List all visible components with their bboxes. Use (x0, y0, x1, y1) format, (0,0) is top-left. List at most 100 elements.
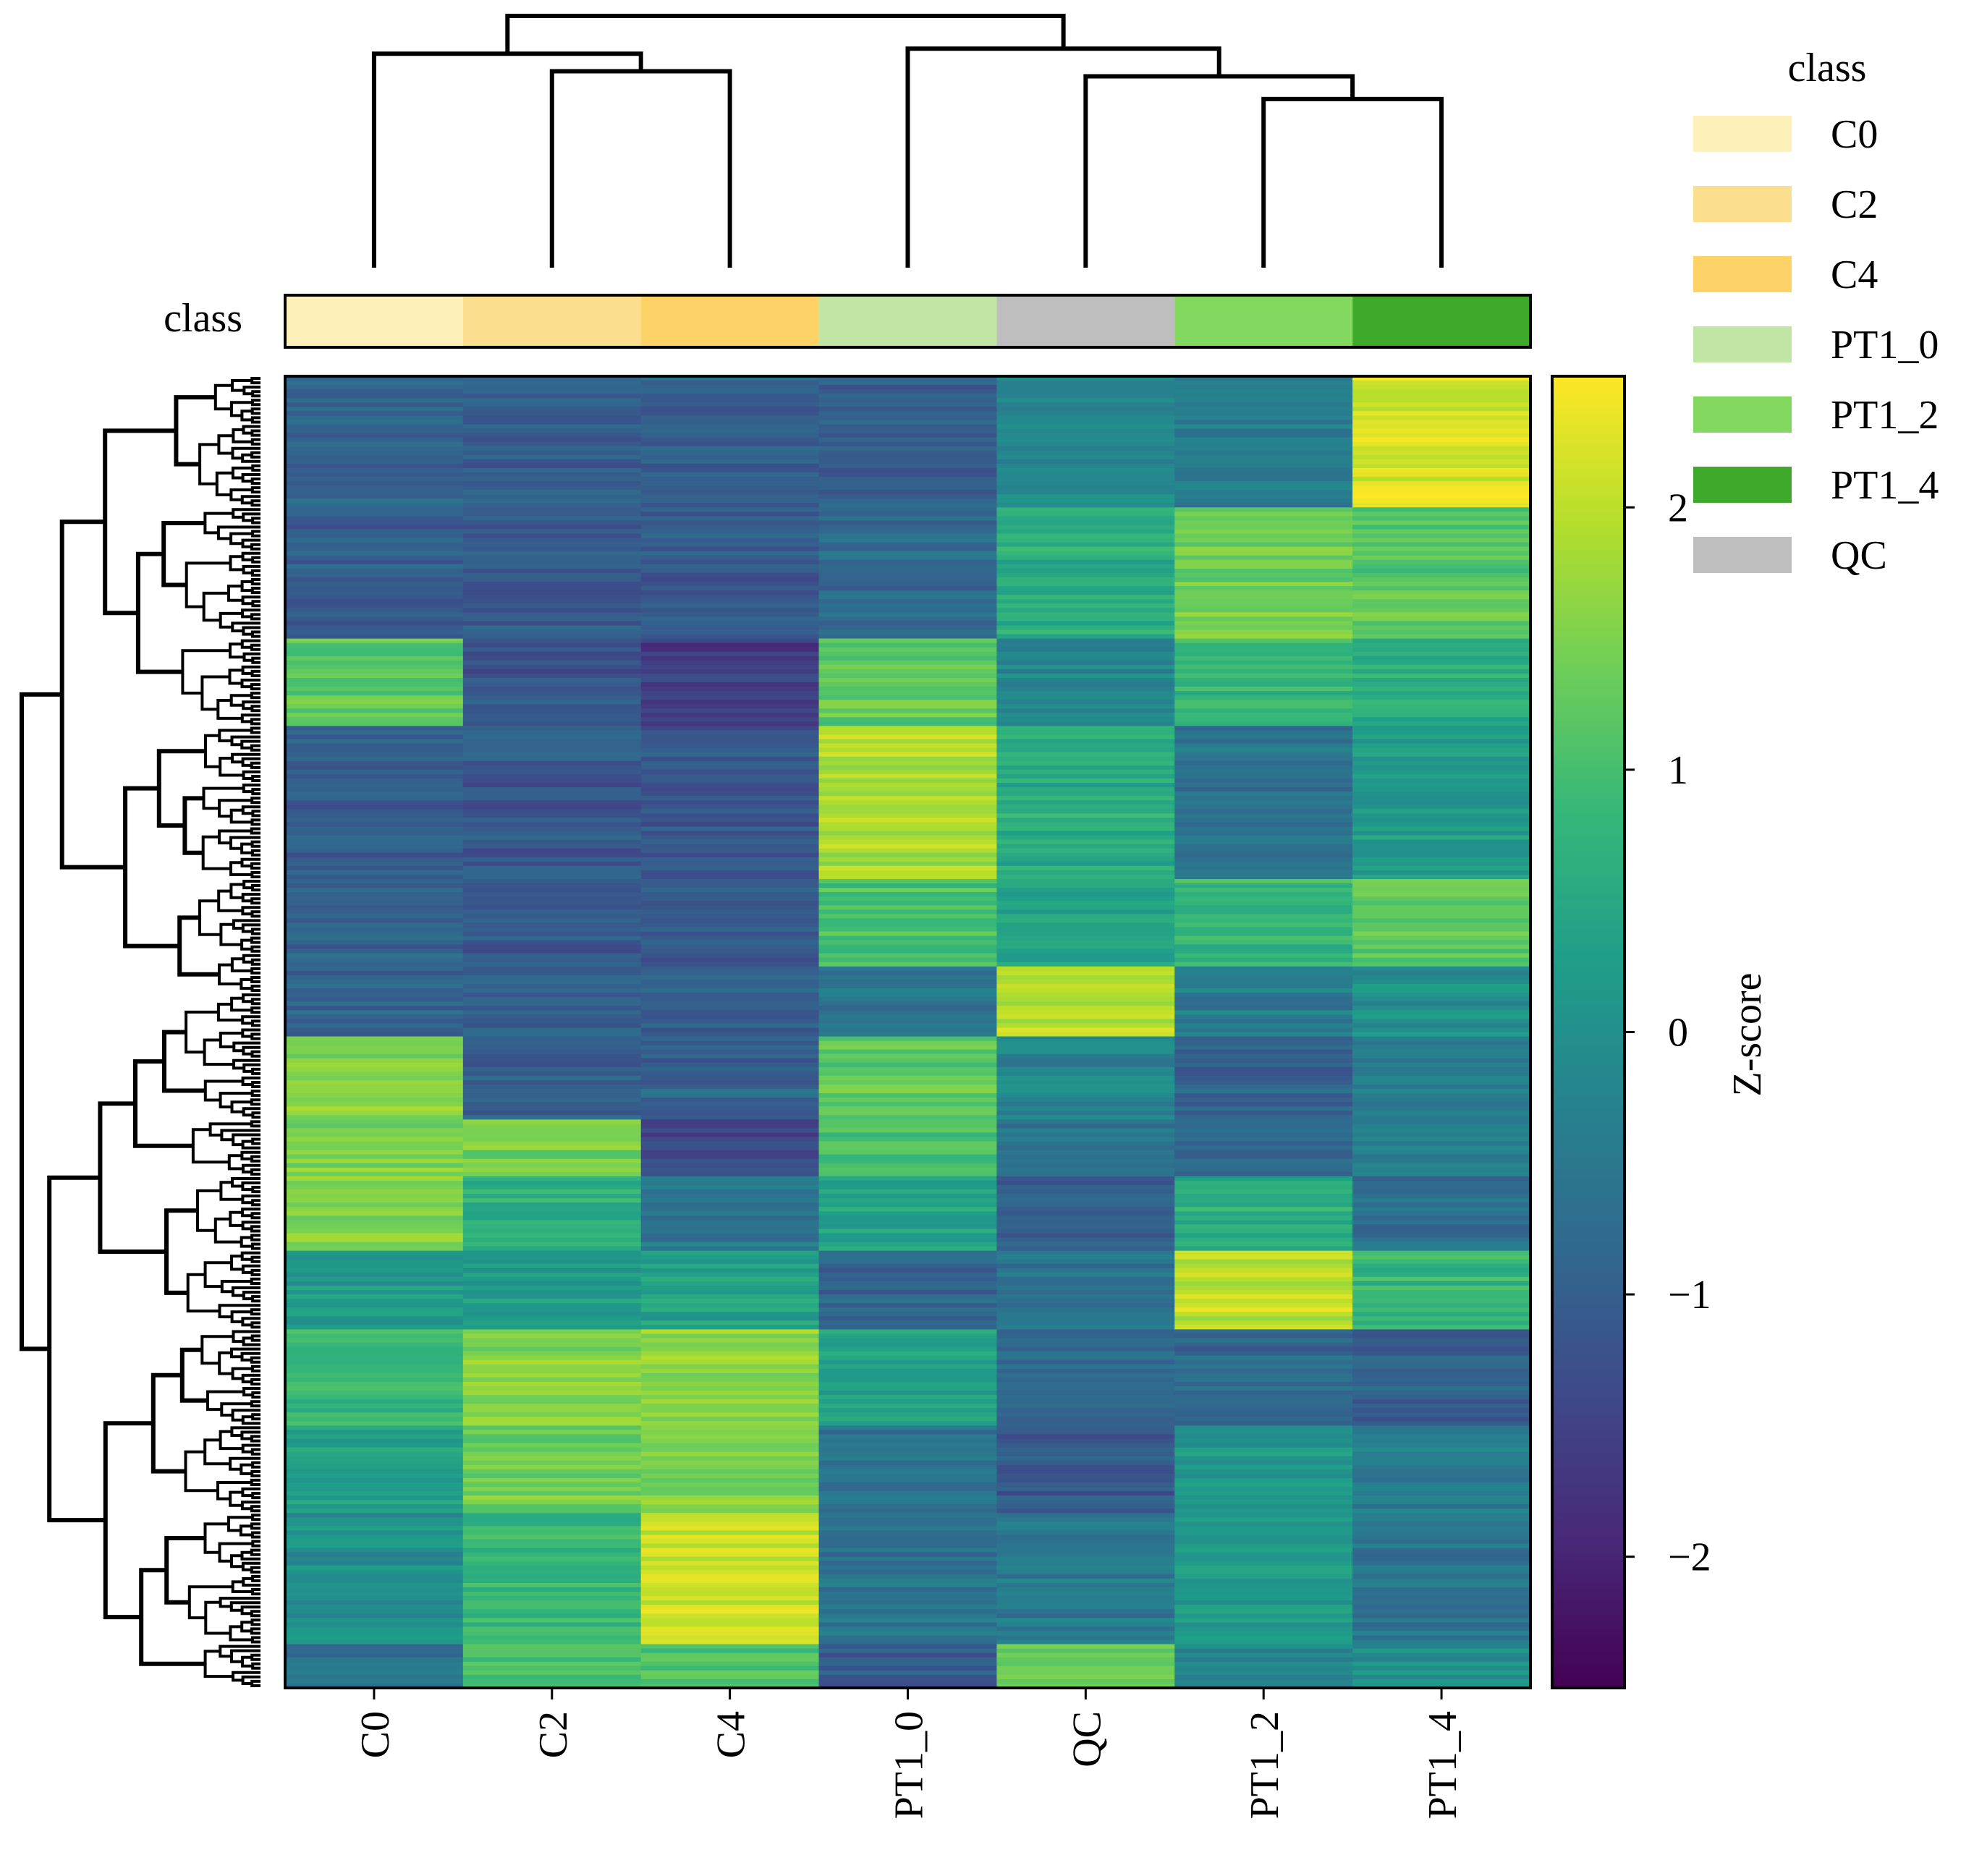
heatmap-cell (640, 1391, 820, 1396)
heatmap-cell (818, 927, 998, 933)
heatmap-cell (1352, 713, 1531, 718)
dendrogram-link (251, 1067, 260, 1075)
heatmap-cell (285, 1128, 464, 1134)
heatmap-cell (1174, 1539, 1353, 1545)
heatmap-cell (1352, 1526, 1531, 1532)
heatmap-cell (462, 1255, 642, 1260)
heatmap-cell (818, 1027, 998, 1033)
heatmap-cell (640, 1417, 820, 1422)
heatmap-cell (996, 1635, 1175, 1641)
heatmap-cell (1174, 433, 1353, 438)
heatmap-cell (996, 1652, 1175, 1658)
heatmap-cell (1174, 835, 1353, 841)
heatmap-cell (996, 1609, 1175, 1614)
heatmap-cell (818, 389, 998, 394)
heatmap-cell (996, 691, 1175, 696)
heatmap-cell (462, 673, 642, 679)
heatmap-cell (996, 1592, 1175, 1597)
heatmap-cell (818, 1128, 998, 1134)
dendrogram-link (20, 692, 62, 1351)
heatmap-cell (996, 1128, 1175, 1134)
heatmap-cell (996, 1066, 1175, 1072)
heatmap-cell (462, 1045, 642, 1051)
heatmap-cell (996, 682, 1175, 687)
heatmap-cell (640, 1119, 820, 1125)
heatmap-cell (285, 559, 464, 565)
dendrogram-link (218, 963, 242, 985)
heatmap-cell (462, 629, 642, 635)
heatmap-cell (996, 1430, 1175, 1435)
heatmap-cell (462, 1456, 642, 1461)
heatmap-cell (462, 870, 642, 875)
heatmap-cell (1352, 979, 1531, 985)
heatmap-cell (462, 1372, 642, 1378)
heatmap-cell (462, 844, 642, 849)
heatmap-cell (285, 1036, 464, 1042)
heatmap-cell (640, 1058, 820, 1064)
heatmap-cell (996, 1049, 1175, 1055)
heatmap-cell (640, 1456, 820, 1461)
dendrogram-link (196, 1189, 221, 1232)
heatmap-cell (640, 1202, 820, 1207)
heatmap-cell (818, 559, 998, 565)
heatmap-cell (1352, 1408, 1531, 1413)
heatmap-cell (1174, 1137, 1353, 1142)
dendrogram-link (250, 1255, 260, 1263)
class-bar-segment (640, 295, 819, 347)
heatmap-cell (640, 1582, 820, 1588)
heatmap-cell (462, 411, 642, 416)
heatmap-cell (462, 551, 642, 556)
heatmap-cell (818, 1477, 998, 1483)
heatmap-cell (640, 1290, 820, 1295)
heatmap-cell (462, 424, 642, 430)
heatmap-cell (1174, 546, 1353, 552)
heatmap-cell (818, 791, 998, 797)
heatmap-cell (818, 1276, 998, 1282)
heatmap-cell (1352, 582, 1531, 587)
heatmap-cell (996, 878, 1175, 884)
heatmap-cell (1352, 634, 1531, 640)
heatmap-cell (1352, 437, 1531, 443)
heatmap-cell (1352, 918, 1531, 924)
heatmap-cell (818, 1006, 998, 1011)
heatmap-cell (285, 734, 464, 740)
heatmap-cell (818, 1137, 998, 1142)
heatmap-cell (640, 595, 820, 600)
heatmap-cell (818, 1552, 998, 1558)
heatmap-cell (640, 1250, 820, 1256)
dendrogram-link (251, 1081, 260, 1088)
heatmap-cell (462, 721, 642, 727)
heatmap-cell (818, 1111, 998, 1116)
heatmap-cell (818, 1250, 998, 1256)
heatmap-cell (640, 1482, 820, 1487)
heatmap-cell (1352, 813, 1531, 818)
heatmap-cell (285, 1141, 464, 1147)
heatmap-cell (1352, 1477, 1531, 1483)
heatmap-cell (640, 1613, 820, 1618)
heatmap-cell (1352, 1333, 1531, 1339)
heatmap-cell (1352, 1145, 1531, 1151)
dendrogram-link (1083, 74, 1355, 268)
heatmap-cell (1352, 844, 1531, 849)
heatmap-cell (1352, 498, 1531, 504)
heatmap-cell (1352, 682, 1531, 687)
heatmap-cell (818, 533, 998, 539)
heatmap-cell (996, 1565, 1175, 1571)
heatmap-cell (1174, 1014, 1353, 1019)
heatmap-cell (1174, 922, 1353, 928)
heatmap-cell (640, 634, 820, 640)
dendrogram-link (250, 543, 260, 551)
heatmap-cell (996, 1259, 1175, 1265)
heatmap-cell (462, 1495, 642, 1501)
dendrogram-link (250, 377, 260, 385)
heatmap-cell (1174, 1053, 1353, 1059)
heatmap-cell (462, 979, 642, 985)
heatmap-cell (640, 747, 820, 753)
heatmap-cell (818, 730, 998, 736)
heatmap-cell (462, 1521, 642, 1527)
heatmap-cell (1174, 708, 1353, 713)
heatmap-cell (285, 1556, 464, 1562)
heatmap-cell (640, 1176, 820, 1181)
heatmap-cell (996, 1613, 1175, 1618)
heatmap-cell (285, 927, 464, 933)
